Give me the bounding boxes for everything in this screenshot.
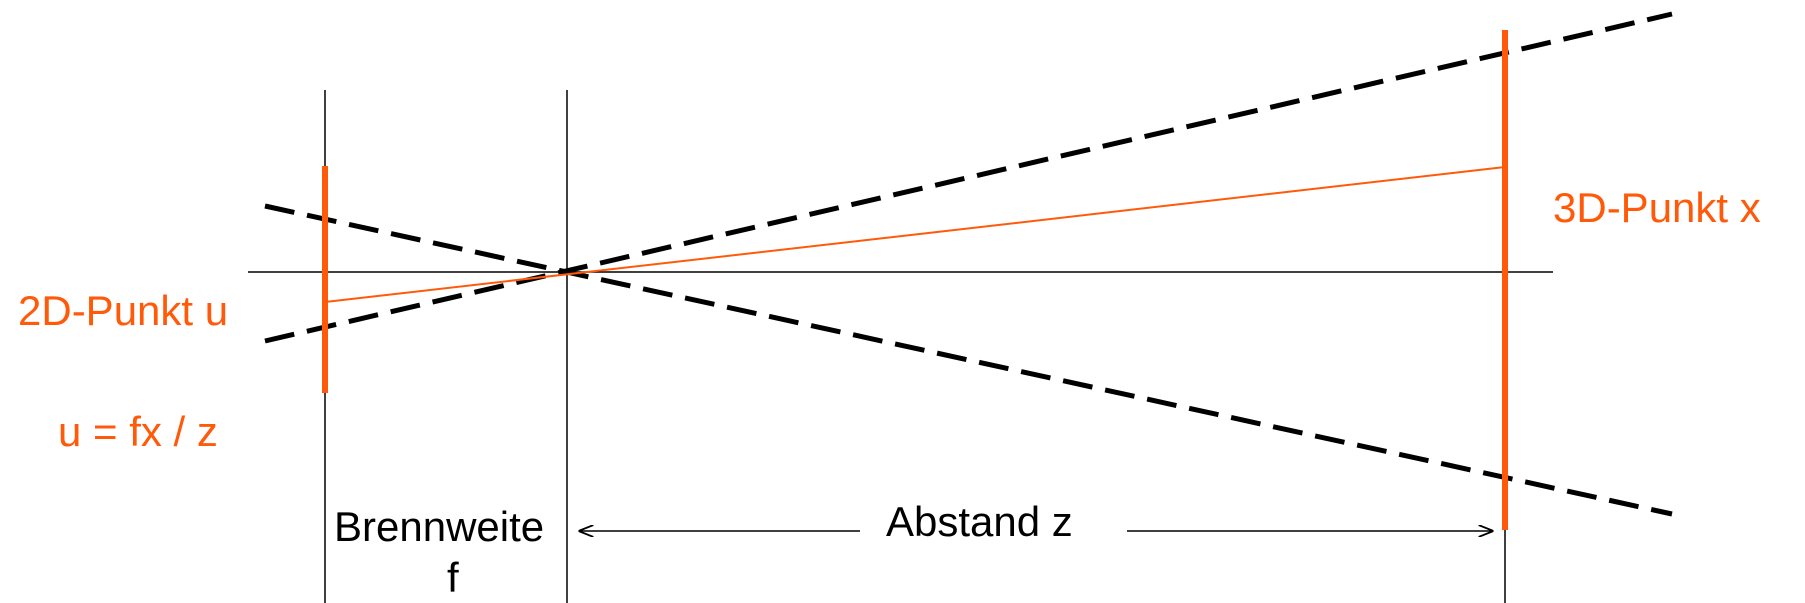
label-focal-length: Brennweite [334, 503, 544, 550]
upper-fov-ray [264, 11, 1673, 344]
label-3d-point: 3D-Punkt x [1553, 184, 1761, 231]
label-distance: Abstand z [886, 498, 1073, 545]
label-focal-length-symbol: f [447, 554, 459, 601]
projection-ray [324, 166, 1506, 303]
label-formula: u = fx / z [58, 408, 218, 455]
label-2d-point: 2D-Punkt u [18, 287, 228, 334]
lower-fov-ray [264, 203, 1673, 517]
